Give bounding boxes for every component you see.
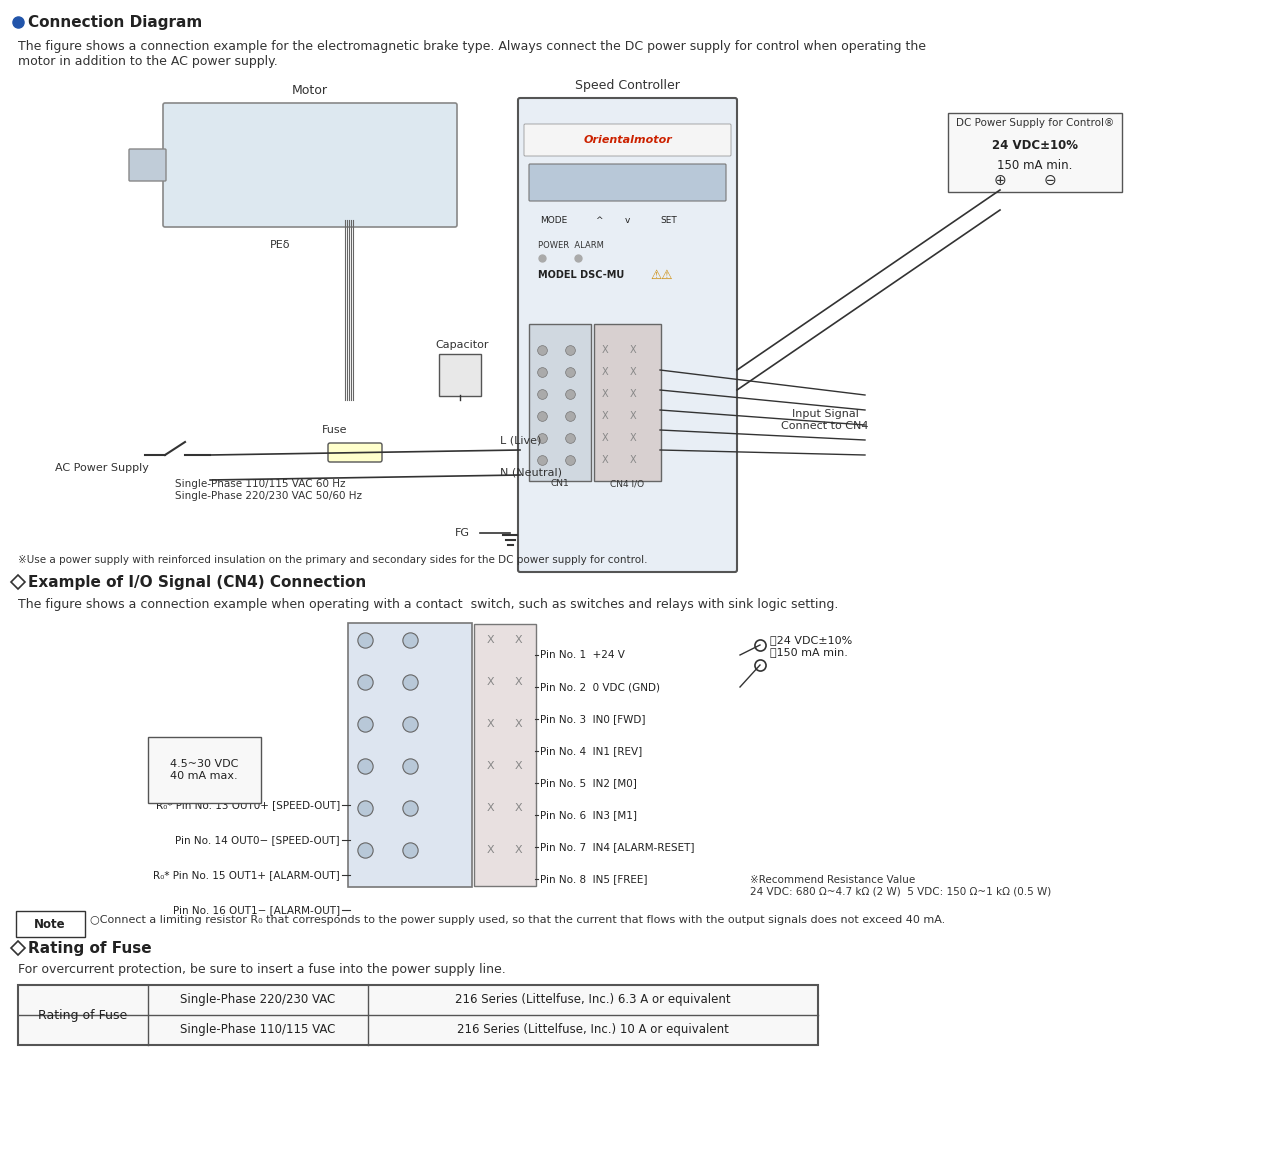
FancyBboxPatch shape: [474, 625, 536, 886]
Text: ⓜ24 VDC±10%
ⓜ150 mA min.: ⓜ24 VDC±10% ⓜ150 mA min.: [771, 635, 852, 657]
Text: Pin No. 1  +24 V: Pin No. 1 +24 V: [540, 650, 625, 659]
Text: X: X: [486, 802, 494, 813]
Text: Pin No. 7  IN4 [ALARM-RESET]: Pin No. 7 IN4 [ALARM-RESET]: [540, 842, 695, 852]
Text: Pin No. 16 OUT1− [ALARM-OUT]: Pin No. 16 OUT1− [ALARM-OUT]: [173, 905, 340, 915]
Text: X: X: [486, 677, 494, 687]
Text: POWER  ALARM: POWER ALARM: [538, 241, 604, 250]
FancyBboxPatch shape: [439, 354, 481, 395]
Text: X: X: [486, 761, 494, 771]
Text: CN4 I/O: CN4 I/O: [611, 479, 644, 488]
Text: Example of I/O Signal (CN4) Connection: Example of I/O Signal (CN4) Connection: [28, 575, 366, 590]
Text: Pin No. 6  IN3 [M1]: Pin No. 6 IN3 [M1]: [540, 809, 637, 820]
FancyBboxPatch shape: [948, 113, 1123, 192]
Text: v: v: [625, 215, 630, 224]
FancyBboxPatch shape: [348, 623, 472, 887]
Text: N (Neutral): N (Neutral): [500, 468, 562, 477]
FancyBboxPatch shape: [328, 443, 381, 462]
Text: X: X: [515, 846, 522, 855]
Text: X: X: [515, 761, 522, 771]
Text: X: X: [630, 433, 636, 443]
Text: X: X: [602, 388, 608, 399]
Text: X: X: [486, 846, 494, 855]
Text: X: X: [486, 719, 494, 729]
Text: Rating of Fuse: Rating of Fuse: [38, 1008, 128, 1021]
Text: Orientalmotor: Orientalmotor: [584, 135, 672, 145]
Text: Single-Phase 110/115 VAC: Single-Phase 110/115 VAC: [180, 1023, 335, 1036]
FancyBboxPatch shape: [15, 911, 84, 937]
Text: FG: FG: [454, 528, 470, 538]
Text: For overcurrent protection, be sure to insert a fuse into the power supply line.: For overcurrent protection, be sure to i…: [18, 963, 506, 976]
Text: Pin No. 4  IN1 [REV]: Pin No. 4 IN1 [REV]: [540, 745, 643, 756]
Text: X: X: [602, 411, 608, 421]
Text: Pin No. 8  IN5 [FREE]: Pin No. 8 IN5 [FREE]: [540, 875, 648, 884]
Text: 24 VDC±10%: 24 VDC±10%: [992, 138, 1078, 151]
Text: X: X: [486, 635, 494, 645]
FancyBboxPatch shape: [163, 104, 457, 227]
FancyBboxPatch shape: [518, 98, 737, 572]
Text: DC Power Supply for Control®: DC Power Supply for Control®: [956, 117, 1114, 128]
Text: MODE: MODE: [540, 215, 567, 224]
Text: SET: SET: [660, 215, 677, 224]
Text: X: X: [515, 677, 522, 687]
Text: Connection Diagram: Connection Diagram: [28, 14, 202, 29]
Text: ○Connect a limiting resistor R₀ that corresponds to the power supply used, so th: ○Connect a limiting resistor R₀ that cor…: [90, 915, 945, 925]
Text: Capacitor: Capacitor: [435, 340, 489, 350]
FancyBboxPatch shape: [529, 164, 726, 201]
Text: Single-Phase 110/115 VAC 60 Hz
Single-Phase 220/230 VAC 50/60 Hz: Single-Phase 110/115 VAC 60 Hz Single-Ph…: [175, 479, 362, 501]
Text: X: X: [602, 345, 608, 355]
Text: MODEL DSC-MU: MODEL DSC-MU: [538, 270, 625, 280]
Text: ⊕: ⊕: [993, 172, 1006, 187]
Text: ⚠⚠: ⚠⚠: [650, 269, 672, 281]
Text: X: X: [630, 411, 636, 421]
Text: Note: Note: [35, 918, 65, 930]
Text: X: X: [602, 455, 608, 465]
Text: AC Power Supply: AC Power Supply: [55, 463, 148, 473]
Text: The figure shows a connection example when operating with a contact  switch, suc: The figure shows a connection example wh…: [18, 598, 838, 611]
FancyBboxPatch shape: [529, 324, 591, 481]
Text: 4.5~30 VDC
40 mA max.: 4.5~30 VDC 40 mA max.: [170, 759, 238, 780]
Text: X: X: [630, 455, 636, 465]
Text: X: X: [515, 635, 522, 645]
Text: R₀* Pin No. 13 OUT0+ [SPEED-OUT]: R₀* Pin No. 13 OUT0+ [SPEED-OUT]: [156, 800, 340, 809]
Text: Speed Controller: Speed Controller: [575, 79, 680, 92]
Text: Pin No. 2  0 VDC (GND): Pin No. 2 0 VDC (GND): [540, 682, 660, 692]
Text: X: X: [515, 802, 522, 813]
Text: X: X: [630, 345, 636, 355]
Text: ※Recommend Resistance Value
24 VDC: 680 Ω~4.7 kΩ (2 W)  5 VDC: 150 Ω~1 kΩ (0.5 W: ※Recommend Resistance Value 24 VDC: 680 …: [750, 875, 1051, 897]
Text: X: X: [630, 368, 636, 377]
Text: Input Signal
Connect to CN4: Input Signal Connect to CN4: [781, 409, 869, 430]
Text: The figure shows a connection example for the electromagnetic brake type. Always: The figure shows a connection example fo…: [18, 40, 925, 67]
Text: X: X: [602, 433, 608, 443]
Text: Single-Phase 220/230 VAC: Single-Phase 220/230 VAC: [180, 993, 335, 1006]
Text: PEδ: PEδ: [270, 240, 291, 250]
Text: 216 Series (Littelfuse, Inc.) 10 A or equivalent: 216 Series (Littelfuse, Inc.) 10 A or eq…: [457, 1023, 728, 1036]
Text: L (Live): L (Live): [500, 435, 541, 445]
Text: R₀* Pin No. 15 OUT1+ [ALARM-OUT]: R₀* Pin No. 15 OUT1+ [ALARM-OUT]: [154, 870, 340, 880]
Text: Motor: Motor: [292, 84, 328, 97]
Text: ※Use a power supply with reinforced insulation on the primary and secondary side: ※Use a power supply with reinforced insu…: [18, 555, 648, 565]
Text: CN1: CN1: [550, 479, 570, 488]
Text: Pin No. 14 OUT0− [SPEED-OUT]: Pin No. 14 OUT0− [SPEED-OUT]: [175, 835, 340, 846]
Text: X: X: [602, 368, 608, 377]
Text: ^: ^: [595, 215, 603, 224]
Text: ⊖: ⊖: [1043, 172, 1056, 187]
Text: Pin No. 5  IN2 [M0]: Pin No. 5 IN2 [M0]: [540, 778, 637, 789]
Bar: [18, 985, 818, 1046]
Text: 150 mA min.: 150 mA min.: [997, 158, 1073, 171]
FancyBboxPatch shape: [129, 149, 166, 181]
Text: 216 Series (Littelfuse, Inc.) 6.3 A or equivalent: 216 Series (Littelfuse, Inc.) 6.3 A or e…: [456, 993, 731, 1006]
FancyBboxPatch shape: [594, 324, 660, 481]
Text: Rating of Fuse: Rating of Fuse: [28, 941, 151, 956]
Text: X: X: [630, 388, 636, 399]
Text: X: X: [515, 719, 522, 729]
Text: Pin No. 3  IN0 [FWD]: Pin No. 3 IN0 [FWD]: [540, 714, 645, 725]
Text: Fuse: Fuse: [323, 424, 348, 435]
FancyBboxPatch shape: [524, 124, 731, 156]
